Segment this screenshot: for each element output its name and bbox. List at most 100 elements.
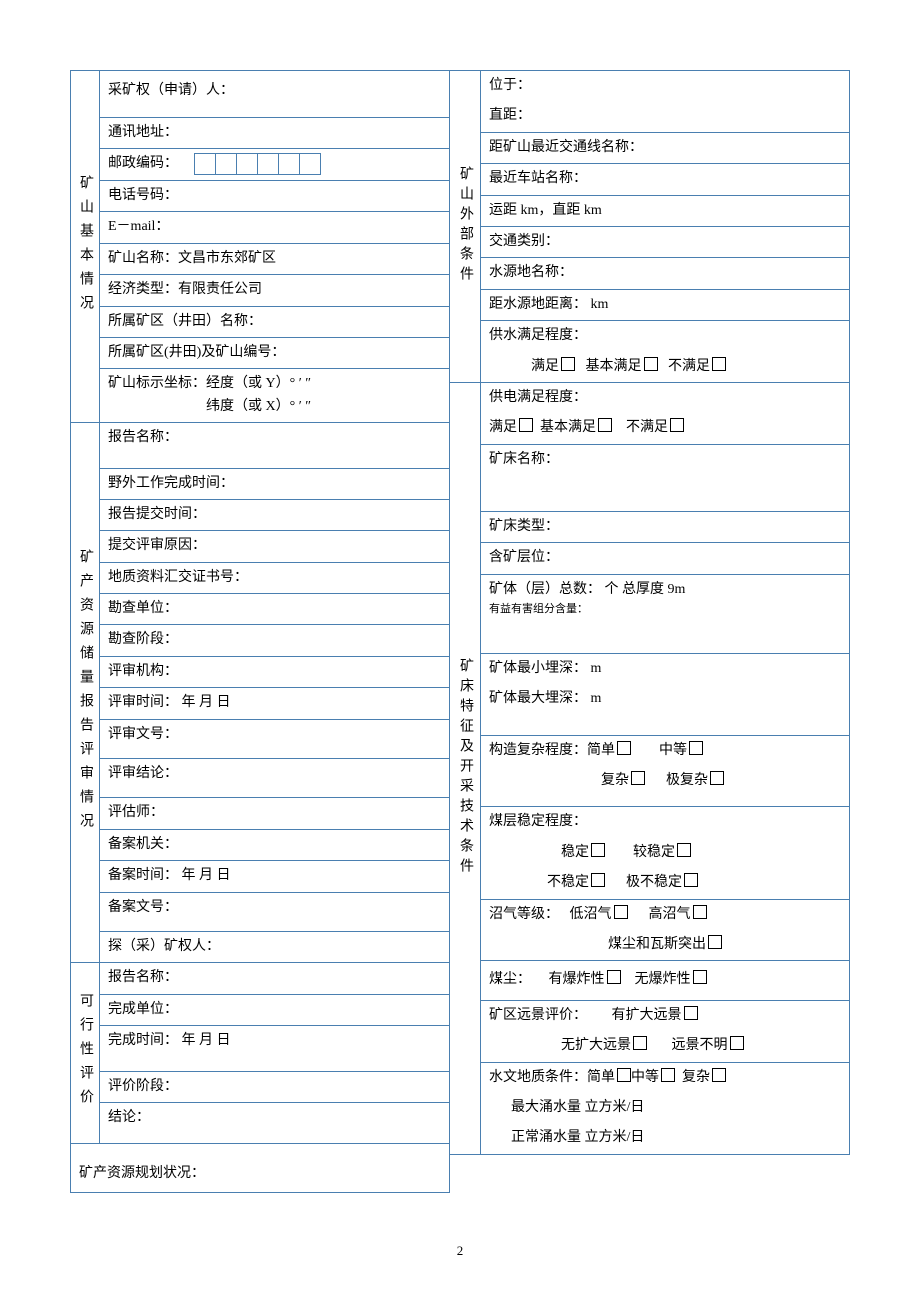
row-review-conclusion: 评审结论：	[100, 759, 449, 798]
checkbox[interactable]	[712, 357, 726, 371]
page-number: 2	[70, 1243, 850, 1259]
row-review-num: 评审文号：	[100, 720, 449, 759]
row-traffic-line: 距矿山最近交通线名称：	[481, 133, 849, 164]
checkbox[interactable]	[607, 970, 621, 984]
row-district-num: 所属矿区(井田)及矿山编号：	[100, 338, 449, 369]
checkbox[interactable]	[712, 1068, 726, 1082]
checkbox[interactable]	[519, 418, 533, 432]
row-prospect: 矿区远景评价： 有扩大远景	[481, 1001, 849, 1031]
row-station: 最近车站名称：	[481, 164, 849, 195]
row-submit-time: 报告提交时间：	[100, 500, 449, 531]
row-planning: 矿产资源规划状况：	[70, 1144, 450, 1193]
mine-basic-content: 采矿权（申请）人： 通讯地址： 邮政编码： 电话号码： E－mail： 矿山名称…	[100, 71, 450, 423]
row-record-time: 备案时间： 年 月 日	[100, 861, 449, 892]
checkbox[interactable]	[561, 357, 575, 371]
checkbox[interactable]	[631, 771, 645, 785]
label-feasibility: 可行性评价	[70, 963, 100, 1144]
row-located: 位于：	[481, 71, 849, 101]
row-applicant: 采矿权（申请）人：	[100, 71, 449, 118]
row-feas-stage: 评价阶段：	[100, 1072, 449, 1103]
checkbox[interactable]	[591, 873, 605, 887]
label-report-review: 矿产资源储量报告评审情况	[70, 423, 100, 963]
row-max-inflow: 最大涌水量 立方米/日	[481, 1093, 849, 1123]
row-survey-unit: 勘查单位：	[100, 594, 449, 625]
row-feas-unit: 完成单位：	[100, 995, 449, 1026]
row-water-name: 水源地名称：	[481, 258, 849, 289]
row-mine-name: 矿山名称：文昌市东郊矿区	[100, 244, 449, 275]
row-review-time: 评审时间： 年 月 日	[100, 688, 449, 719]
row-survey-stage: 勘查阶段：	[100, 625, 449, 656]
checkbox[interactable]	[710, 771, 724, 785]
row-record-num: 备案文号：	[100, 893, 449, 932]
right-column: 矿山外部条件 位于： 直距： 距矿山最近交通线名称： 最近车站名称： 运距 km…	[450, 70, 850, 1193]
row-report-name: 报告名称：	[100, 423, 449, 468]
row-address: 通讯地址：	[100, 118, 449, 149]
row-dust: 煤尘： 有爆炸性 无爆炸性	[481, 961, 849, 1000]
row-coords: 矿山标示坐标：经度（或 Y）° ′ ″ 纬度（或 X）° ′ ″	[100, 369, 449, 422]
checkbox[interactable]	[693, 970, 707, 984]
row-power: 供电满足程度：	[481, 383, 849, 413]
row-feas-time: 完成时间： 年 月 日	[100, 1026, 449, 1071]
row-email: E－mail：	[100, 212, 449, 243]
row-record-org: 备案机关：	[100, 830, 449, 861]
checkbox[interactable]	[617, 1068, 631, 1082]
row-submit-reason: 提交评审原因：	[100, 531, 449, 562]
checkbox[interactable]	[730, 1036, 744, 1050]
row-feas-report: 报告名称：	[100, 963, 449, 994]
checkbox[interactable]	[708, 935, 722, 949]
row-haul: 运距 km，直距 km	[481, 196, 849, 227]
row-water-supply: 供水满足程度：	[481, 321, 849, 351]
row-max-depth: 矿体最大埋深： m	[481, 684, 849, 735]
row-stab-opts2: 不稳定 极不稳定	[481, 868, 849, 899]
checkbox[interactable]	[693, 905, 707, 919]
row-distance: 直距：	[481, 101, 849, 132]
form-page: 矿山基本情况 采矿权（申请）人： 通讯地址： 邮政编码： 电话号码： E－mai…	[70, 70, 850, 1259]
row-feas-conclusion: 结论：	[100, 1103, 449, 1143]
row-econ-type: 经济类型：有限责任公司	[100, 275, 449, 306]
row-deposit-type: 矿床类型：	[481, 512, 849, 543]
row-stab-opts1: 稳定 较稳定	[481, 838, 849, 868]
row-traffic-type: 交通类别：	[481, 227, 849, 258]
row-gas: 沼气等级： 低沼气 高沼气	[481, 900, 849, 930]
checkbox[interactable]	[684, 873, 698, 887]
row-gas2: 煤尘和瓦斯突出	[481, 930, 849, 961]
checkbox[interactable]	[661, 1068, 675, 1082]
checkbox[interactable]	[614, 905, 628, 919]
row-hydro: 水文地质条件：简单中等 复杂	[481, 1063, 849, 1093]
row-min-depth: 矿体最小埋深： m	[481, 654, 849, 684]
row-water-dist: 距水源地距离： km	[481, 290, 849, 321]
row-structure2: 复杂 极复杂	[481, 766, 849, 807]
row-deposit-name: 矿床名称：	[481, 445, 849, 512]
row-postal: 邮政编码：	[100, 149, 449, 181]
row-coal-stability: 煤层稳定程度：	[481, 807, 849, 837]
row-ore-count: 矿体（层）总数： 个 总厚度 9m 有益有害组分含量：	[481, 575, 849, 654]
label-mine-basic: 矿山基本情况	[70, 71, 100, 423]
row-ore-layer: 含矿层位：	[481, 543, 849, 574]
row-prospect2: 无扩大远景 远景不明	[481, 1031, 849, 1062]
checkbox[interactable]	[677, 843, 691, 857]
row-geo-cert: 地质资料汇交证书号：	[100, 563, 449, 594]
external-content: 位于： 直距： 距矿山最近交通线名称： 最近车站名称： 运距 km，直距 km …	[481, 71, 850, 383]
row-field-time: 野外工作完成时间：	[100, 469, 449, 500]
checkbox[interactable]	[617, 741, 631, 755]
row-rights-holder: 探（采）矿权人：	[100, 932, 449, 962]
row-normal-inflow: 正常涌水量 立方米/日	[481, 1123, 849, 1153]
row-district: 所属矿区（井田）名称：	[100, 307, 449, 338]
row-phone: 电话号码：	[100, 181, 449, 212]
checkbox[interactable]	[684, 1006, 698, 1020]
checkbox[interactable]	[598, 418, 612, 432]
report-review-content: 报告名称： 野外工作完成时间： 报告提交时间： 提交评审原因： 地质资料汇交证书…	[100, 423, 450, 963]
postal-boxes[interactable]	[194, 153, 321, 175]
label-external: 矿山外部条件	[450, 71, 481, 383]
checkbox[interactable]	[633, 1036, 647, 1050]
checkbox[interactable]	[644, 357, 658, 371]
row-power-opts: 满足 基本满足 不满足	[481, 413, 849, 444]
row-assessor: 评估师：	[100, 798, 449, 829]
row-review-org: 评审机构：	[100, 657, 449, 688]
label-deposit: 矿床特征及开采技术条件	[450, 383, 481, 1155]
checkbox[interactable]	[591, 843, 605, 857]
checkbox[interactable]	[689, 741, 703, 755]
left-column: 矿山基本情况 采矿权（申请）人： 通讯地址： 邮政编码： 电话号码： E－mai…	[70, 70, 450, 1193]
checkbox[interactable]	[670, 418, 684, 432]
row-water-opts: 满足 基本满足 不满足	[481, 352, 849, 382]
